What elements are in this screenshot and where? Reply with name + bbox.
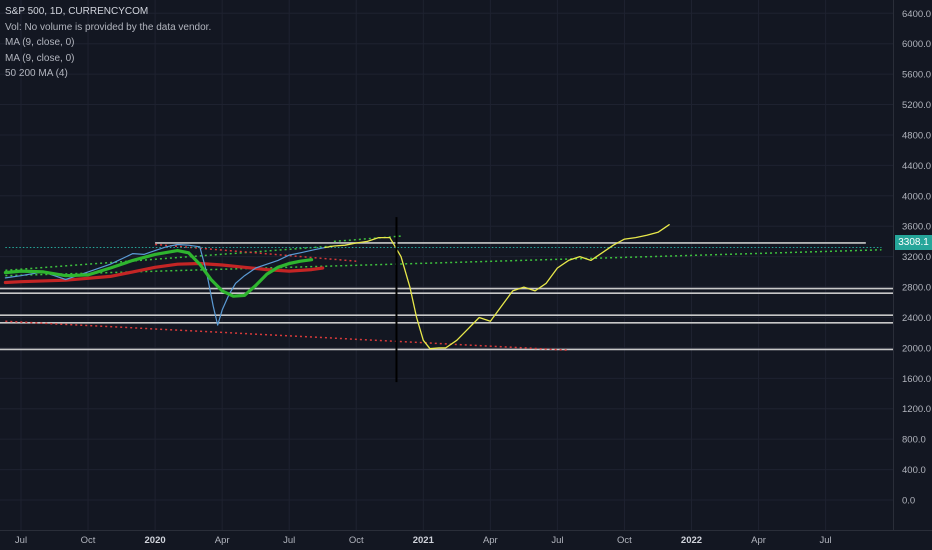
price-axis[interactable]: 0.0 400.0 800.0 1200.0 1600.0 2000.0 2400.0 280… bbox=[902, 9, 931, 507]
y-tick-label: 2800.0 bbox=[902, 283, 931, 294]
y-tick-label: 6400.0 bbox=[902, 9, 931, 20]
trendline-dotted bbox=[5, 249, 882, 277]
legend-ma-2[interactable]: MA (9, close, 0) bbox=[5, 52, 75, 64]
grid bbox=[0, 0, 893, 530]
ma-green-line bbox=[3, 249, 314, 298]
x-tick-label: Apr bbox=[483, 535, 498, 546]
y-tick-label: 5200.0 bbox=[902, 100, 931, 111]
legend-ma-1[interactable]: MA (9, close, 0) bbox=[5, 37, 75, 48]
trendline-dotted bbox=[5, 320, 569, 351]
x-tick-label: Jul bbox=[15, 535, 27, 546]
x-tick-label: Oct bbox=[81, 535, 96, 546]
x-tick-label: Jul bbox=[820, 535, 832, 546]
x-tick-label: Oct bbox=[349, 535, 364, 546]
y-tick-label: 0.0 bbox=[902, 496, 915, 507]
chart-legend: S&P 500, 1D, CURRENCYCOM Vol: No volume … bbox=[5, 4, 211, 82]
support-levels[interactable] bbox=[0, 242, 893, 351]
x-tick-label: Oct bbox=[617, 535, 632, 546]
y-tick-label: 2000.0 bbox=[902, 343, 931, 354]
x-tick-label: 2022 bbox=[681, 535, 702, 546]
y-tick-label: 800.0 bbox=[902, 435, 926, 446]
legend-ma-50-200[interactable]: 50 200 MA (4) bbox=[5, 68, 68, 79]
y-tick-label: 4800.0 bbox=[902, 130, 931, 141]
y-tick-label: 3600.0 bbox=[902, 222, 931, 233]
y-tick-label: 3200.0 bbox=[902, 252, 931, 263]
time-axis[interactable]: Jul Oct 2020 Apr Jul Oct 2021 Apr Jul Oct 2022 Apr J… bbox=[15, 535, 832, 546]
y-tick-label: 1200.0 bbox=[902, 404, 931, 415]
x-tick-label: 2021 bbox=[413, 535, 435, 546]
y-tick-label: 6000.0 bbox=[902, 39, 931, 50]
x-tick-label: Apr bbox=[215, 535, 230, 546]
y-tick-label: 2400.0 bbox=[902, 313, 931, 324]
last-price-badge: 3308.1 bbox=[895, 235, 932, 250]
y-tick-label: 1600.0 bbox=[902, 374, 931, 385]
ma-red-line bbox=[3, 261, 325, 285]
series-lines bbox=[3, 224, 670, 350]
legend-volume-note[interactable]: Vol: No volume is provided by the data v… bbox=[5, 21, 212, 33]
trendline-dotted bbox=[155, 243, 357, 262]
x-tick-label: Apr bbox=[751, 535, 766, 546]
y-tick-label: 5600.0 bbox=[902, 70, 931, 81]
y-tick-label: 4400.0 bbox=[902, 161, 931, 172]
y-tick-label: 4000.0 bbox=[902, 191, 931, 202]
x-tick-label: 2020 bbox=[145, 535, 166, 546]
x-tick-label: Jul bbox=[283, 535, 295, 546]
x-tick-label: Jul bbox=[551, 535, 563, 546]
y-tick-label: 400.0 bbox=[902, 465, 926, 476]
forecast-line bbox=[324, 224, 670, 350]
legend-title[interactable]: S&P 500, 1D, CURRENCYCOM bbox=[5, 6, 149, 17]
